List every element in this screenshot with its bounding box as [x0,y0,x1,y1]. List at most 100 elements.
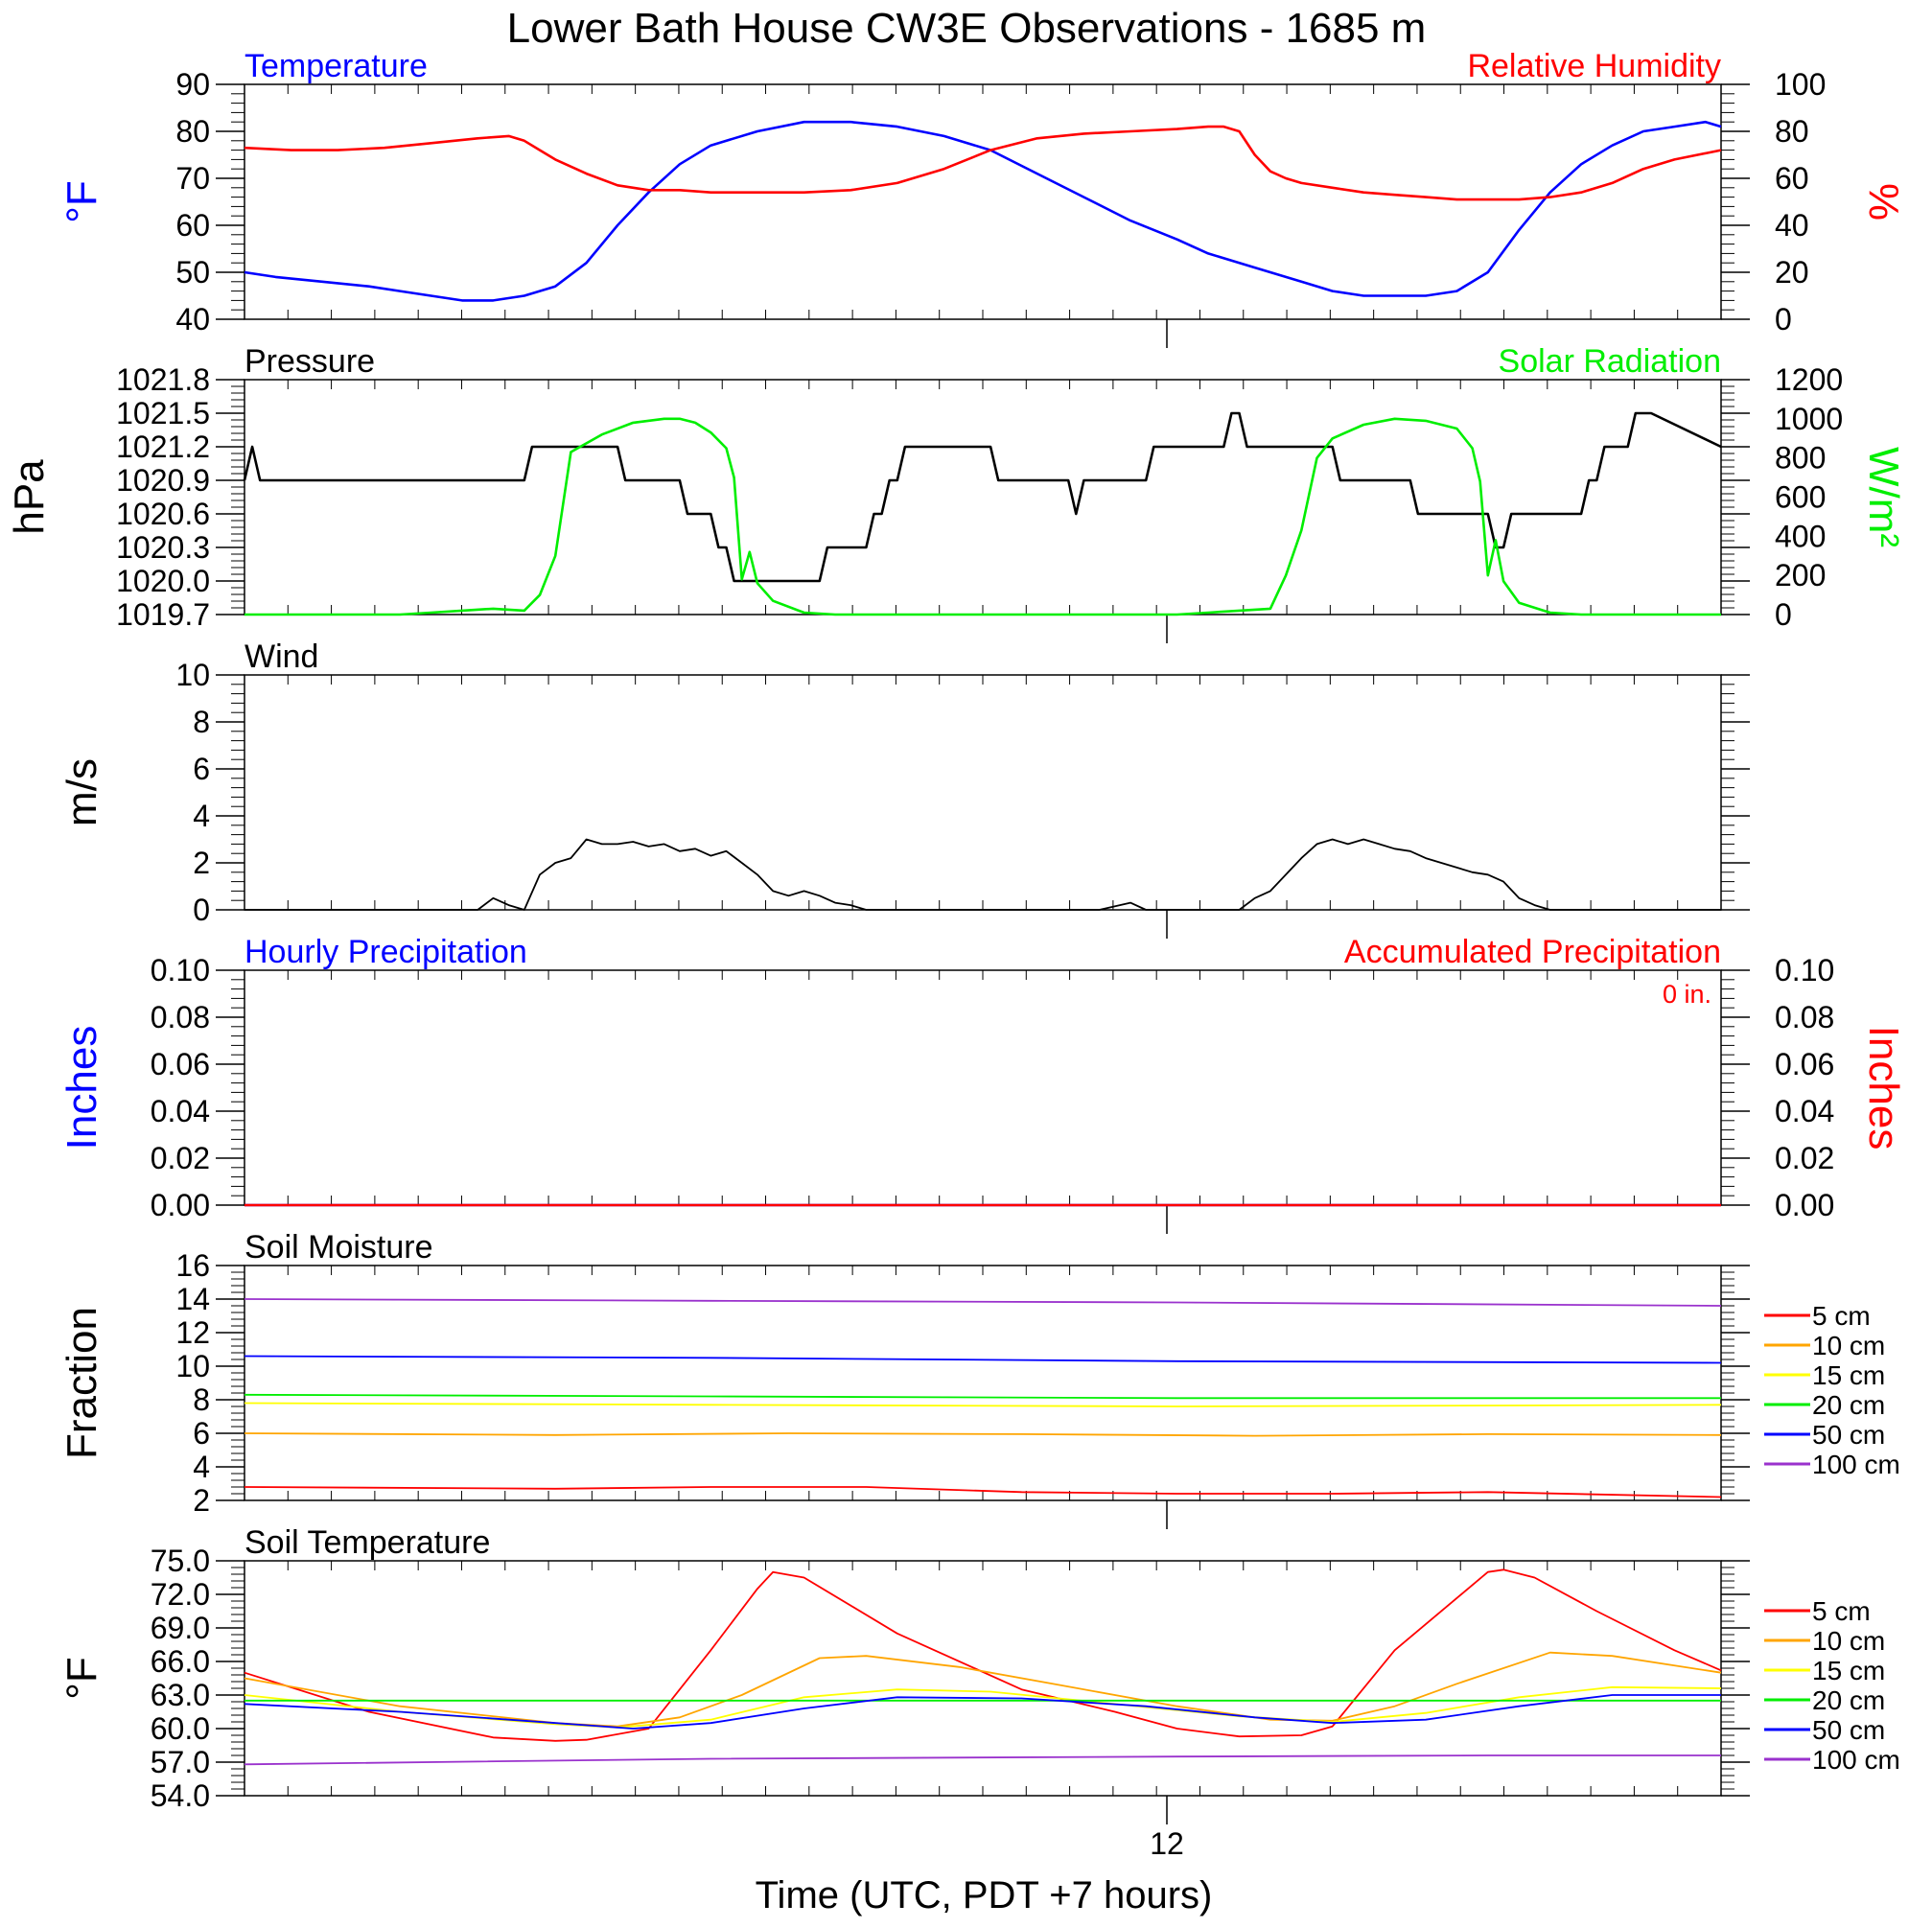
y-tick-label: 80 [175,114,210,149]
y-tick-label: 8 [193,705,210,739]
panel-title-left: Wind [244,639,318,675]
y-tick-label: 16 [175,1248,210,1283]
y-tick-label-right: 0 [1775,597,1792,632]
series-line [244,1402,1722,1407]
legend-label: 10 cm [1812,1626,1885,1656]
y-tick-label: 75.0 [151,1544,210,1578]
series-line [244,1393,1721,1400]
y-tick-label-right: 40 [1775,208,1809,243]
y-tick-label: 50 [175,255,210,290]
y-tick-label: 1020.3 [116,530,210,565]
panel-title-left: Pressure [244,343,375,380]
series-line [244,1355,1722,1364]
plot-frame [244,969,1722,1206]
chart-panel: 0 2 4 6 8 10 Wind m/s [58,639,1750,939]
y-tick-label: 0.04 [151,1094,210,1128]
y-axis-label-right: % [1860,183,1907,221]
y-tick-label: 60.0 [151,1711,210,1746]
y-tick-label: 8 [193,1382,210,1417]
chart-panel: 54.057.060.063.066.069.072.075.0 Soil Tem… [58,1524,1900,1824]
legend-label: 100 cm [1812,1745,1900,1775]
y-tick-label: 2 [193,846,210,880]
y-tick-label: 6 [193,1416,210,1451]
y-tick-label: 57.0 [151,1745,210,1779]
legend-label: 20 cm [1812,1390,1885,1420]
panel-title-left: Soil Temperature [244,1524,490,1561]
panel-title-right: Accumulated Precipitation [1344,934,1721,970]
plot-frame [244,674,1722,911]
legend-label: 50 cm [1812,1420,1885,1450]
y-tick-label: 66.0 [151,1644,210,1679]
y-tick-label: 12 [175,1315,210,1350]
y-tick-label: 54.0 [151,1778,210,1813]
series-line [244,1685,1722,1729]
legend-label: 5 cm [1812,1301,1871,1331]
y-axis-label-right: Inches [1860,1026,1907,1150]
y-tick-label: 40 [175,302,210,337]
y-tick-label: 0.10 [151,953,210,987]
y-tick-label: 4 [193,1450,210,1484]
plot-frame [244,379,1722,616]
y-tick-label-right: 0.06 [1775,1047,1834,1081]
y-tick-label: 70 [175,161,210,196]
y-tick-label-right: 1000 [1775,402,1843,436]
y-tick-label: 1021.5 [116,396,210,430]
y-tick-label: 10 [175,1349,210,1383]
legend-label: 100 cm [1812,1450,1900,1479]
panel-title-right: Relative Humidity [1467,48,1721,84]
y-axis-label-right: W/m² [1860,447,1907,547]
panel-title-right: Solar Radiation [1499,343,1721,380]
series-line [244,125,1722,201]
y-tick-label-right: 400 [1775,519,1826,553]
y-axis-label-left: °F [58,180,105,222]
legend-label: 5 cm [1812,1596,1871,1626]
series-line [244,1298,1722,1307]
y-tick-label: 0.00 [151,1188,210,1222]
series-line [244,1694,1721,1730]
legend-label: 50 cm [1812,1715,1885,1745]
series-line [243,411,1722,583]
y-tick-label-right: 80 [1775,114,1809,149]
y-tick-label: 2 [193,1483,210,1518]
y-tick-label-right: 600 [1775,480,1826,515]
legend-label: 15 cm [1812,1656,1885,1685]
series-line [244,1651,1722,1728]
chart-panel: 40 50 60 70 80 90 0 20 40 60 80 100 Temperature Relat… [58,48,1907,348]
y-tick-label-right: 100 [1775,67,1826,102]
y-tick-label: 1020.6 [116,497,210,531]
panel-title-left: Hourly Precipitation [244,934,527,970]
legend-label: 15 cm [1812,1360,1885,1390]
panel-annotation: 0 in. [1663,980,1711,1009]
y-tick-label: 90 [175,67,210,102]
y-tick-label: 0 [193,893,210,927]
chart-panel: 1019.71020.01020.31020.61020.91021.21021… [6,343,1907,643]
y-tick-label-right: 60 [1775,161,1809,196]
panel-title-left: Temperature [244,48,428,84]
y-tick-label-right: 0.08 [1775,1000,1834,1034]
series-line [244,417,1721,616]
series-line [244,1754,1721,1766]
series-line [244,838,1721,911]
panel-title-left: Soil Moisture [244,1229,433,1266]
x-axis-label: Time (UTC, PDT +7 hours) [756,1874,1213,1916]
y-tick-label-right: 1200 [1775,362,1843,397]
y-tick-label: 69.0 [151,1611,210,1645]
y-tick-label-right: 0 [1775,302,1792,337]
y-tick-label-right: 0.00 [1775,1188,1834,1222]
y-axis-label-left: °F [58,1657,105,1699]
legend-label: 20 cm [1812,1685,1885,1715]
y-tick-label: 6 [193,752,210,786]
y-tick-label: 72.0 [151,1577,210,1612]
y-axis-label-left: Inches [58,1026,105,1150]
y-axis-label-left: hPa [6,459,53,535]
y-tick-label: 1020.9 [116,463,210,498]
series-line [244,1486,1722,1498]
figure-title: Lower Bath House CW3E Observations - 168… [507,5,1427,52]
y-tick-label-right: 0.02 [1775,1141,1834,1175]
y-tick-label: 1021.2 [116,430,210,464]
y-tick-label-right: 0.04 [1775,1094,1834,1128]
y-tick-label: 1019.7 [116,597,210,632]
